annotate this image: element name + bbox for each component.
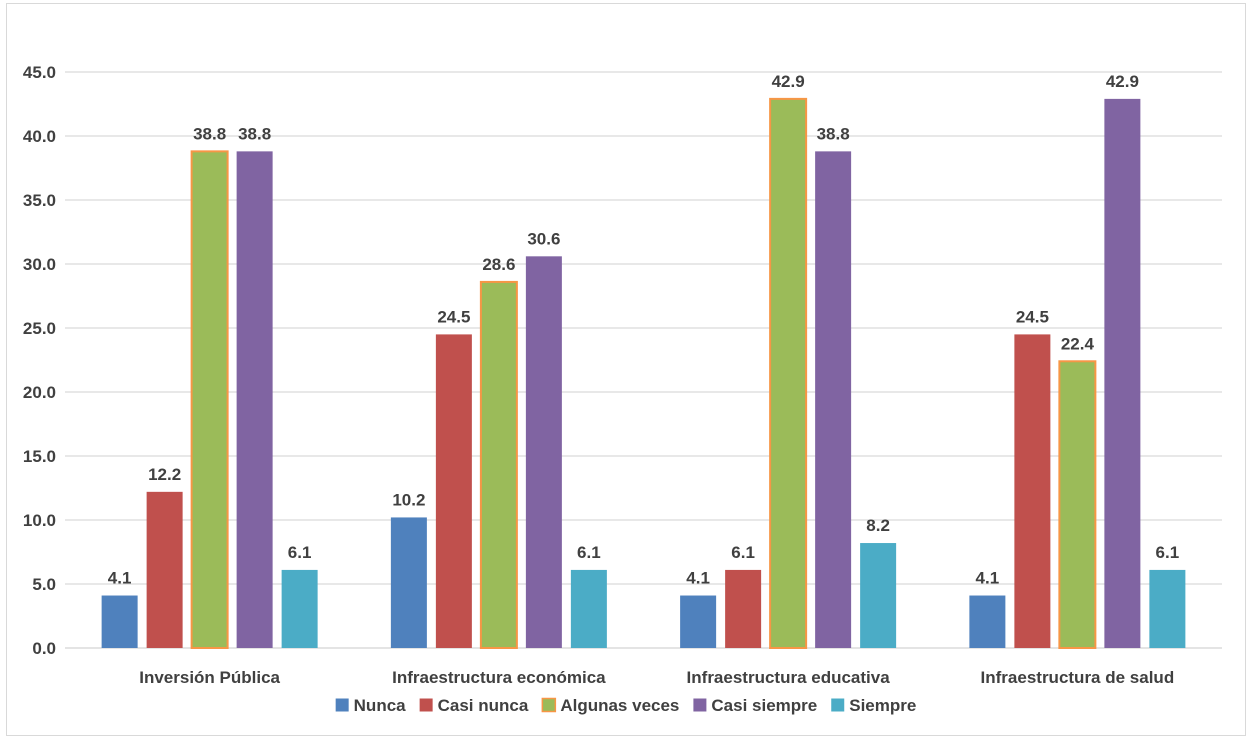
- data-label: 42.9: [1106, 72, 1139, 91]
- y-tick-label: 40.0: [23, 127, 56, 146]
- data-label: 22.4: [1061, 334, 1095, 353]
- data-label: 10.2: [392, 490, 425, 509]
- data-label: 4.1: [976, 569, 1000, 588]
- bar: [435, 334, 472, 648]
- category-label: Infraestructura educativa: [687, 668, 891, 687]
- category-label: Inversión Pública: [139, 668, 280, 687]
- bar: [146, 491, 183, 648]
- data-label: 38.8: [817, 124, 850, 143]
- bar: [969, 595, 1006, 648]
- data-label: 8.2: [866, 516, 890, 535]
- data-label: 4.1: [108, 569, 132, 588]
- bar: [390, 517, 427, 648]
- legend-swatch: [693, 698, 707, 712]
- bar: [479, 280, 518, 649]
- legend-label: Algunas veces: [560, 696, 679, 715]
- bar: [1058, 360, 1097, 649]
- legend-label: Nunca: [354, 696, 407, 715]
- data-label: 28.6: [482, 255, 515, 274]
- data-label: 42.9: [772, 72, 805, 91]
- y-axis: 0.0 5.0 10.0 15.0 20.0 25.0 30.0 35.0 40.0 45.0: [23, 63, 56, 658]
- bar: [860, 543, 897, 648]
- legend: Nunca Casi nunca Algunas veces Casi siempre…: [335, 696, 916, 715]
- data-label: 6.1: [731, 543, 755, 562]
- bar: [769, 97, 808, 649]
- bar: [815, 151, 852, 649]
- legend-item: Algunas veces: [541, 696, 679, 715]
- bar: [725, 569, 762, 648]
- y-tick-label: 25.0: [23, 319, 56, 338]
- legend-item: Casi siempre: [693, 696, 817, 715]
- data-label: 6.1: [1156, 543, 1180, 562]
- y-tick-label: 35.0: [23, 191, 56, 210]
- legend-label: Siempre: [849, 696, 916, 715]
- bar: [1104, 98, 1141, 648]
- bar: [1149, 569, 1186, 648]
- legend-swatch: [335, 698, 349, 712]
- data-label: 4.1: [686, 569, 710, 588]
- y-tick-label: 30.0: [23, 255, 56, 274]
- bar: [281, 569, 318, 648]
- y-tick-label: 5.0: [32, 575, 56, 594]
- bar: [525, 256, 562, 648]
- category-label: Infraestructura de salud: [981, 668, 1175, 687]
- y-tick-label: 10.0: [23, 511, 56, 530]
- category-label: Infraestructura económica: [392, 668, 606, 687]
- x-axis: Inversión Pública Infraestructura económi…: [139, 668, 1174, 687]
- data-label: 6.1: [288, 543, 312, 562]
- legend-item: Casi nunca: [419, 696, 529, 715]
- legend-item: Nunca: [335, 696, 407, 715]
- y-tick-label: 15.0: [23, 447, 56, 466]
- bar: [236, 151, 273, 649]
- data-labels: 4.1 12.2 38.8 38.8 6.1 10.2 24.5 28.6 30.6 6.1 4.1…: [108, 72, 1179, 588]
- y-tick-label: 20.0: [23, 383, 56, 402]
- legend-swatch: [831, 698, 845, 712]
- data-label: 24.5: [437, 307, 470, 326]
- bar: [680, 595, 717, 648]
- bars: [101, 97, 1186, 650]
- data-label: 12.2: [148, 465, 181, 484]
- y-tick-label: 0.0: [32, 639, 56, 658]
- bar: [570, 569, 607, 648]
- data-label: 6.1: [577, 543, 601, 562]
- legend-label: Casi nunca: [438, 696, 529, 715]
- data-label: 38.8: [193, 124, 226, 143]
- data-label: 30.6: [527, 229, 560, 248]
- legend-item: Siempre: [831, 696, 916, 715]
- bar: [1014, 334, 1051, 648]
- data-label: 38.8: [238, 124, 271, 143]
- data-label: 24.5: [1016, 307, 1049, 326]
- y-tick-label: 45.0: [23, 63, 56, 82]
- legend-label: Casi siempre: [711, 696, 817, 715]
- legend-swatch: [541, 697, 557, 713]
- bar: [190, 150, 229, 650]
- legend-swatch: [419, 698, 433, 712]
- bar: [101, 595, 138, 648]
